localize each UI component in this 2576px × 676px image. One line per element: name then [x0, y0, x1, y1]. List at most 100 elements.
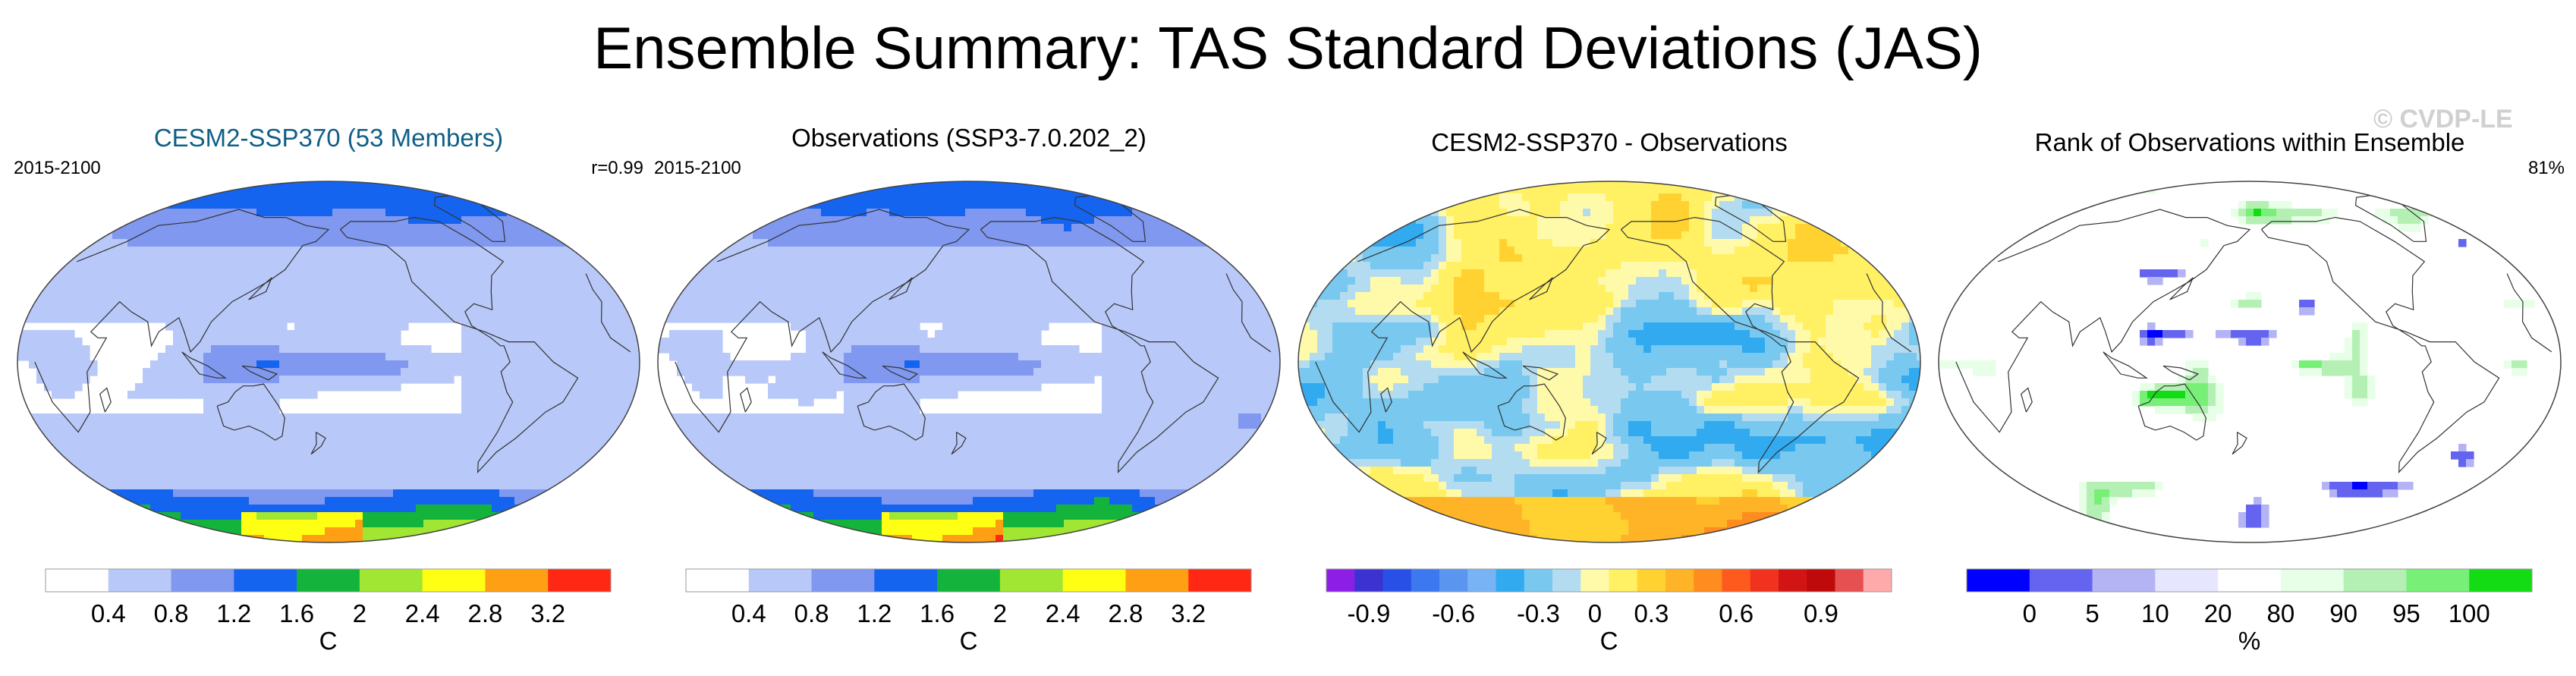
colorbar-tick-label: 100	[2449, 599, 2490, 627]
colorbar-swatch	[2029, 569, 2093, 592]
colorbar-swatch	[1524, 569, 1553, 592]
rank-percent-label: 81%	[2527, 158, 2565, 178]
colorbar-tick-label: 2.4	[405, 599, 440, 627]
coastline	[34, 209, 631, 433]
coastline	[1380, 387, 1392, 413]
colorbar-outline	[685, 568, 1252, 593]
colorbar-tick-label: -0.9	[1347, 599, 1390, 627]
figure-title: Ensemble Summary: TAS Standard Deviation…	[593, 14, 1983, 81]
colorbar-swatch	[1354, 569, 1383, 592]
colorbar-tick-label: 2.4	[1046, 599, 1080, 627]
map-border	[657, 181, 1281, 543]
colorbar-swatch	[937, 569, 1001, 592]
colorbar-tick-label: 2	[993, 599, 1007, 627]
colorbar-tick-label: 90	[2329, 599, 2357, 627]
colorbar-tick-label: -0.3	[1517, 599, 1560, 627]
colorbar-swatch	[748, 569, 813, 592]
coastline	[740, 387, 752, 413]
colorbar-swatch	[811, 569, 875, 592]
colorbar-tick-label: 0.9	[1804, 599, 1838, 627]
map-rank	[1938, 181, 2562, 543]
colorbar-tick-label: 0.6	[1719, 599, 1754, 627]
coastline	[889, 277, 913, 300]
colorbar-tick-label: 1.2	[216, 599, 251, 627]
colorbar-swatch	[1637, 569, 1666, 592]
panel-ensemble: CESM2-SSP370 (53 Members) 2015-2100 r=0.…	[14, 114, 643, 660]
period-label: 2015-2100	[654, 158, 741, 178]
panel-title: Rank of Observations within Ensemble	[2034, 128, 2465, 156]
coastline	[2232, 432, 2247, 455]
colorbar-tick-label: 10	[2141, 599, 2169, 627]
coastline	[2021, 387, 2033, 413]
panel-observations: Observations (SSP3-7.0.202_2) 2015-2100 …	[654, 114, 1284, 660]
colorbar-swatch	[485, 569, 549, 592]
colorbar-swatch	[422, 569, 486, 592]
coastline	[822, 351, 867, 379]
coastline	[2137, 383, 2206, 441]
colorbar-tick-label: 2	[353, 599, 366, 627]
coastlines	[1315, 194, 1912, 474]
period-label: 2015-2100	[14, 158, 101, 178]
colorbar-swatch	[1188, 569, 1252, 592]
colorbar-swatch	[1411, 569, 1440, 592]
colorbar-swatch	[359, 569, 423, 592]
colorbar-swatch	[2406, 569, 2470, 592]
coastline	[951, 432, 967, 455]
colorbar-swatch	[999, 569, 1064, 592]
colorbar-swatch	[1125, 569, 1189, 592]
colorbar-tick-label: -0.6	[1432, 599, 1475, 627]
coastline	[882, 365, 919, 381]
colorbar-swatch	[1496, 569, 1525, 592]
colorbar-outline	[1326, 568, 1892, 593]
coastlines	[675, 194, 1272, 474]
colorbar-swatch	[874, 569, 938, 592]
map-border	[17, 181, 640, 543]
colorbar-swatch	[548, 569, 612, 592]
colorbar-rank: 0 5 10 20 80 90 95 100%	[1966, 568, 2533, 655]
coastlines	[1955, 194, 2552, 474]
coastline	[241, 365, 278, 381]
colorbar-swatch	[171, 569, 234, 592]
colorbar-swatch	[1552, 569, 1581, 592]
coastline	[1955, 209, 2552, 433]
colorbar-swatch	[46, 569, 109, 592]
map-border	[1938, 181, 2562, 543]
colorbar-swatch	[2155, 569, 2219, 592]
colorbar-swatch	[1665, 569, 1694, 592]
colorbar-difference: -0.9 -0.6 -0.3 0 0.3 0.6 0.9 C	[1326, 568, 1892, 655]
colorbar-swatch	[1722, 569, 1751, 592]
colorbar-tick-label: 2.8	[468, 599, 503, 627]
coastline	[2169, 277, 2194, 300]
colorbar-tick-label: 1.6	[920, 599, 955, 627]
coastline	[248, 277, 272, 300]
colorbar-swatch	[2280, 569, 2345, 592]
coastline	[1591, 432, 1607, 455]
colorbar-tick-label: 3.2	[1171, 599, 1206, 627]
colorbar-swatch	[1863, 569, 1892, 592]
coastline	[339, 216, 579, 474]
coastlines	[34, 194, 631, 474]
colorbar-swatch	[2092, 569, 2156, 592]
map-ensemble	[17, 181, 640, 543]
colorbar-outline	[1966, 568, 2533, 593]
colorbar-tick-label: 0.3	[1634, 599, 1669, 627]
coastline	[675, 209, 1272, 433]
colorbar-swatch	[1779, 569, 1807, 592]
colorbar-outline	[45, 568, 612, 593]
colorbar-tick-label: 3.2	[530, 599, 565, 627]
colorbar-swatch	[1326, 569, 1355, 592]
colorbar-swatch	[297, 569, 360, 592]
coastline	[99, 387, 112, 413]
coastline	[980, 216, 1219, 474]
coastline	[857, 383, 926, 441]
colorbar-tick-label: 0	[1588, 599, 1602, 627]
coastline	[216, 383, 285, 441]
colorbar-swatch	[1967, 569, 2030, 592]
coastline	[1522, 365, 1559, 381]
colorbar-tick-label: 5	[2085, 599, 2099, 627]
panel-title: CESM2-SSP370 (53 Members)	[153, 124, 504, 152]
colorbar-unit-label: C	[960, 627, 978, 655]
colorbar-observations: 0.4 0.8 1.2 1.6 2 2.4 2.8 3.2 C	[685, 568, 1252, 655]
colorbar-swatch	[686, 569, 750, 592]
colorbar-swatch	[2469, 569, 2533, 592]
